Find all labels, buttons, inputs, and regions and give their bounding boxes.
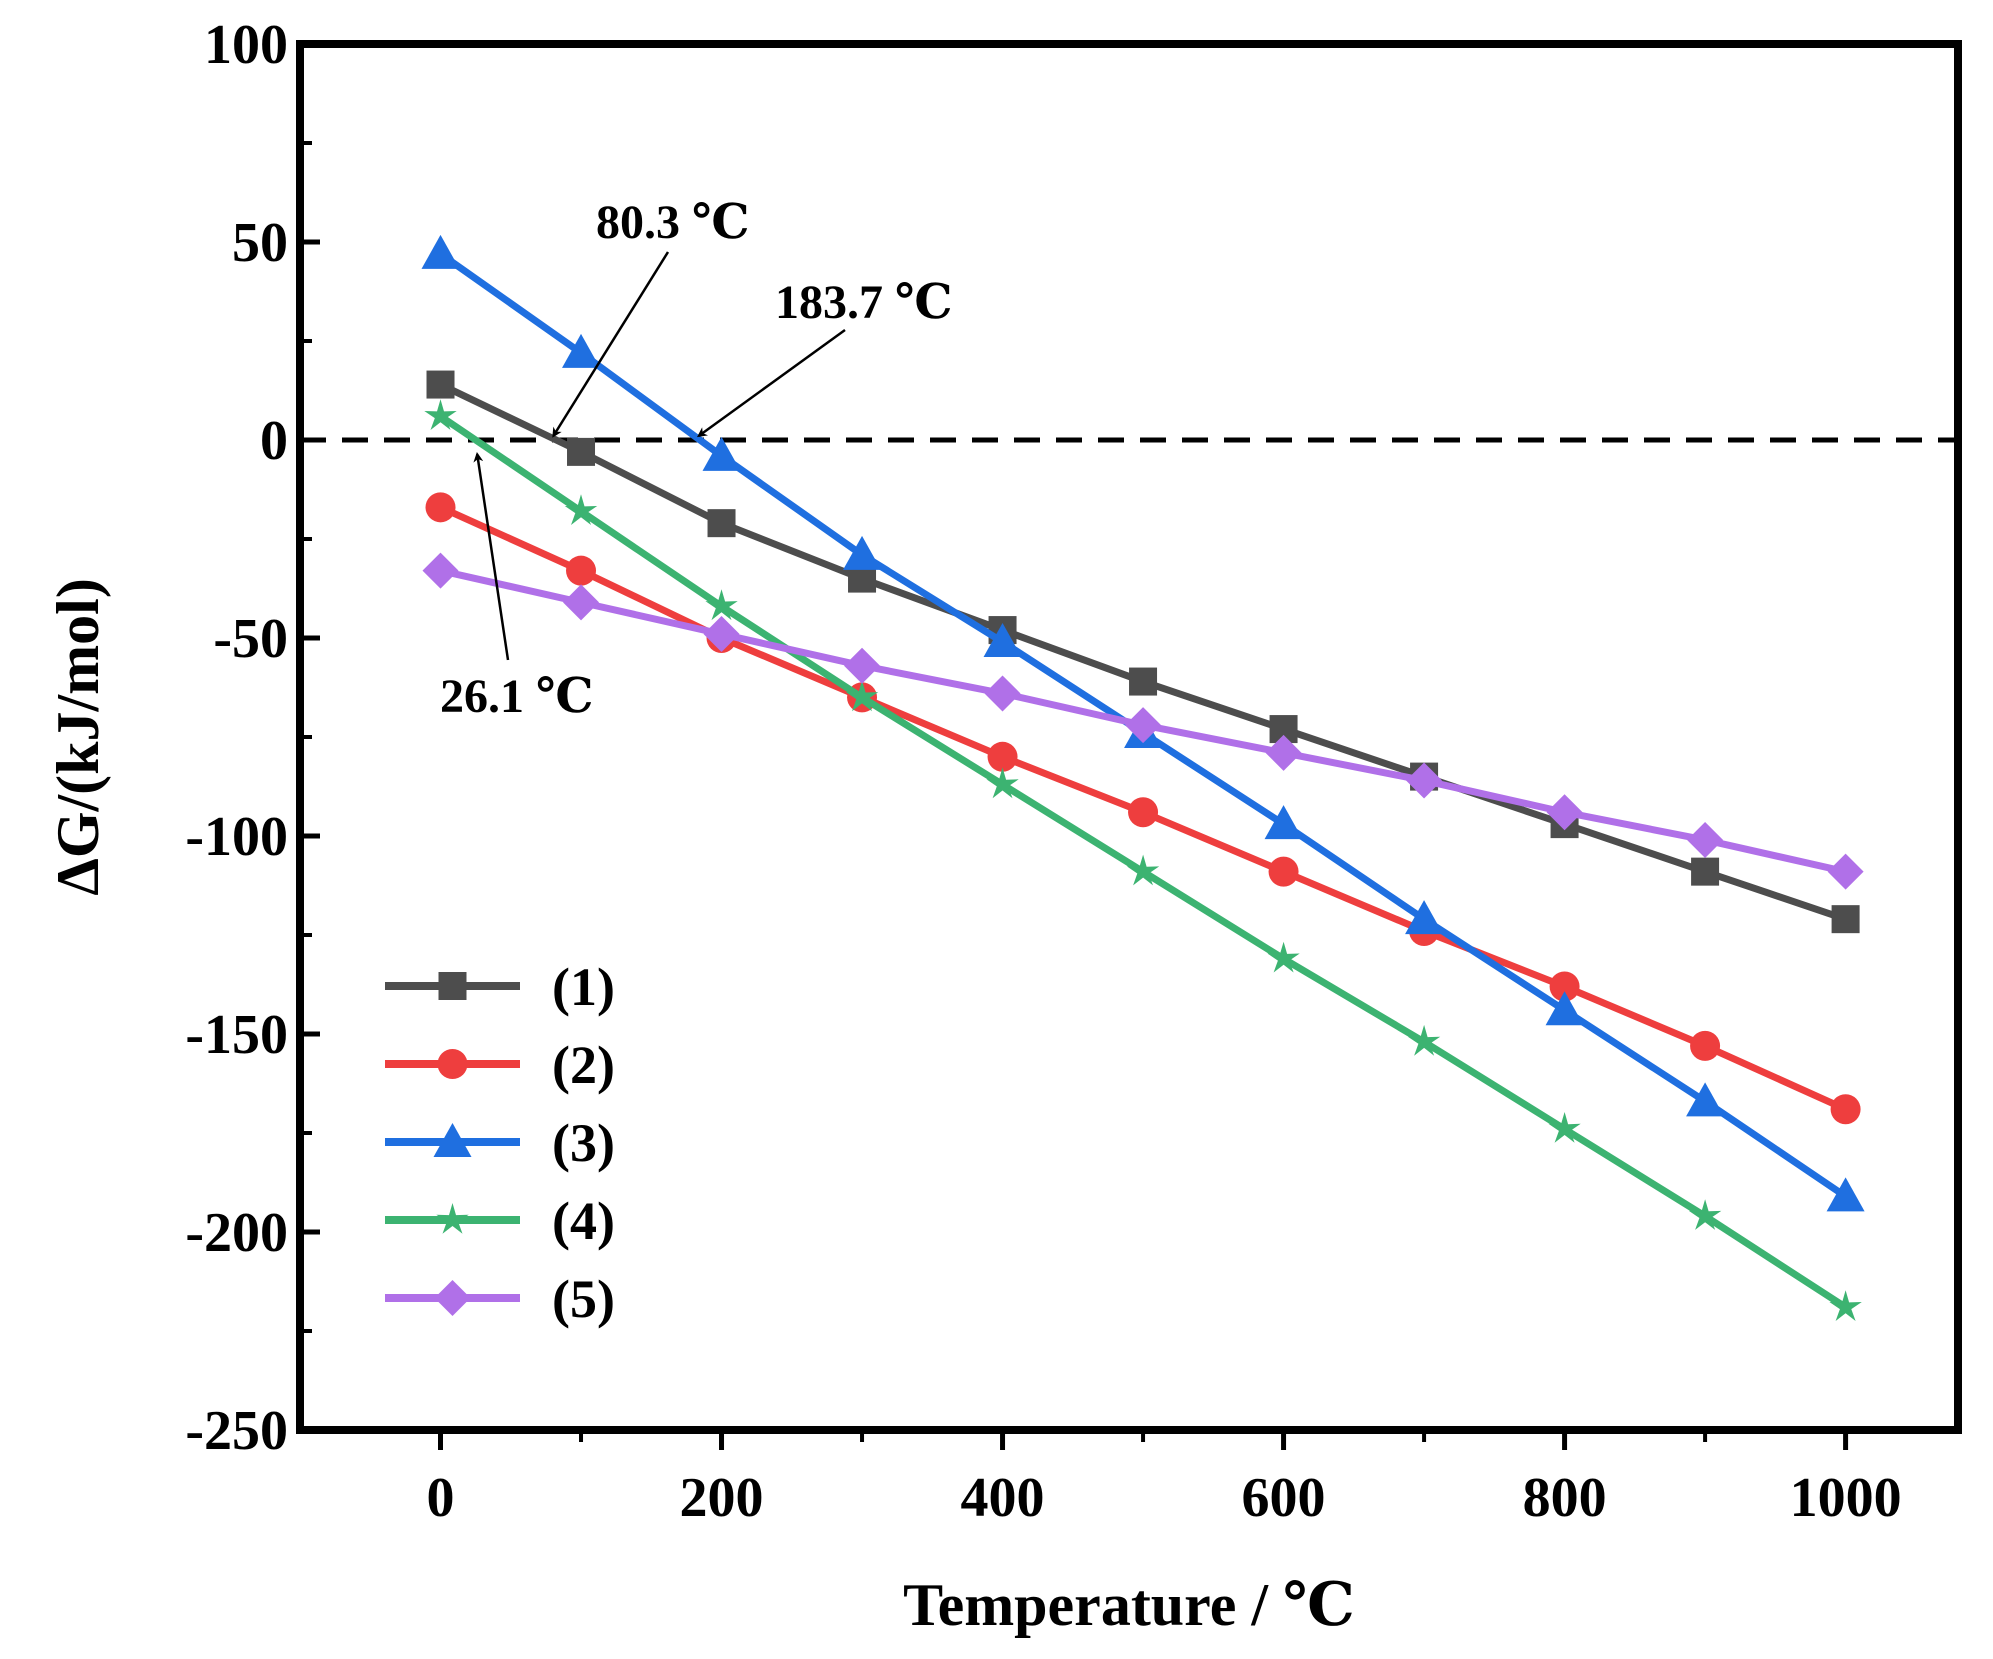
annotations: 80.3 ℃ 183.7 ℃ 26.1 ℃ [440, 196, 953, 723]
legend-label: (5) [552, 1269, 615, 1329]
annotation-arrow [473, 452, 510, 661]
annotation-label: 183.7 ℃ [775, 276, 953, 329]
series-1-point [1129, 667, 1158, 696]
series-5-point [1687, 821, 1724, 858]
legend-swatch-marker [438, 972, 467, 1000]
series-1-point [1831, 905, 1860, 934]
y-tick-label: -50 [213, 608, 288, 670]
series-2-point [1549, 971, 1580, 1002]
series-2-point [566, 555, 597, 586]
series-5-point [563, 584, 600, 621]
x-tick-label: 200 [680, 1467, 764, 1529]
series-2-point [1268, 856, 1299, 887]
annotation-3: 26.1 ℃ [440, 452, 594, 723]
legend-swatch-marker [433, 1123, 472, 1157]
x-tick-label: 400 [961, 1467, 1045, 1529]
y-tick-label: -100 [185, 806, 288, 868]
tick-labels: 0 200 400 600 800 1000 100 50 0 -50 -100 -150 -200 -2… [185, 14, 1901, 1529]
legend-label: (4) [552, 1191, 615, 1251]
series-5-point [1827, 853, 1864, 890]
series-4-point [1126, 854, 1160, 886]
legend-item-2: (2) [385, 1035, 615, 1095]
y-tick-label: -250 [185, 1400, 288, 1462]
x-tick-label: 0 [427, 1467, 455, 1529]
series-4 [424, 399, 1862, 1321]
series-3-point [702, 436, 741, 471]
y-axis-title: ΔG/(kJ/mol) [45, 578, 111, 896]
y-tick-label: -200 [185, 1202, 288, 1264]
series-4-point [1688, 1199, 1722, 1230]
x-tick-label: 600 [1242, 1467, 1326, 1529]
series-1-point [1691, 857, 1720, 886]
y-tick-label: 0 [260, 410, 288, 472]
series-2-point [1128, 797, 1159, 828]
annotation-arrow [697, 328, 846, 438]
series-5-point [1265, 734, 1302, 771]
annotation-label: 80.3 ℃ [596, 196, 750, 249]
series-4-point [564, 494, 598, 525]
series-1-line [438, 381, 1847, 923]
legend-label: (3) [552, 1113, 615, 1173]
series-2-point [987, 741, 1018, 772]
y-tick-label: -150 [185, 1004, 288, 1066]
series-3-point [1545, 991, 1584, 1026]
annotation-1: 80.3 ℃ [552, 196, 750, 438]
series-4-point [424, 399, 457, 430]
series-4-point [1548, 1112, 1581, 1143]
series-5-point [984, 675, 1021, 712]
legend-item-3: (3) [385, 1113, 615, 1173]
series-3-point [1264, 805, 1303, 840]
legend-swatch-marker [436, 1203, 469, 1234]
series-3-point [1826, 1177, 1865, 1212]
series-5-point [1406, 762, 1443, 799]
series-3-point [1686, 1082, 1725, 1117]
x-tick-label: 1000 [1790, 1467, 1902, 1529]
annotation-arrow [552, 251, 670, 438]
series-1-point [426, 370, 455, 399]
y-tick-label: 100 [204, 14, 288, 76]
series-2 [425, 492, 1861, 1125]
series-4-point [1829, 1290, 1862, 1321]
series-5 [422, 552, 1864, 890]
series-4-point [845, 680, 879, 712]
series-2-point [1830, 1094, 1861, 1125]
series-3-point [1405, 900, 1444, 935]
series-4-point [1407, 1024, 1441, 1056]
series-5-point [844, 647, 881, 684]
y-tick-label: 50 [232, 212, 288, 274]
series-4-point [986, 767, 1019, 799]
series-3-point [843, 535, 882, 570]
annotation-2: 183.7 ℃ [697, 276, 953, 438]
legend-item-5: (5) [385, 1269, 615, 1329]
series-3-point [421, 234, 460, 269]
series-1-point [567, 437, 596, 466]
series-1 [426, 370, 1860, 934]
plot-content [300, 234, 1958, 1321]
legend-swatch-marker [434, 1280, 471, 1316]
x-tick-label: 800 [1523, 1467, 1607, 1529]
axis-ticks [300, 41, 1849, 1450]
legend-label: (2) [552, 1035, 615, 1095]
series-2-point [425, 492, 456, 523]
series-5-point [422, 552, 459, 589]
series-1-point [707, 509, 736, 538]
series-5-point [1125, 707, 1162, 744]
series-4-point [705, 589, 738, 621]
series-3-point [562, 333, 601, 368]
series-4-point [1267, 941, 1300, 973]
legend-item-4: (4) [385, 1191, 615, 1251]
legend: (1) (2) (3) (4) (5) [385, 957, 615, 1329]
x-axis-title: Temperature / ℃ [903, 1572, 1355, 1638]
series-3-point [983, 622, 1022, 657]
series-5-point [1546, 794, 1583, 831]
series-2-point [1690, 1030, 1721, 1061]
annotation-label: 26.1 ℃ [440, 670, 594, 723]
legend-swatch-marker [437, 1049, 468, 1079]
series-5-point [703, 616, 740, 653]
legend-item-1: (1) [385, 957, 615, 1017]
legend-label: (1) [552, 957, 615, 1017]
